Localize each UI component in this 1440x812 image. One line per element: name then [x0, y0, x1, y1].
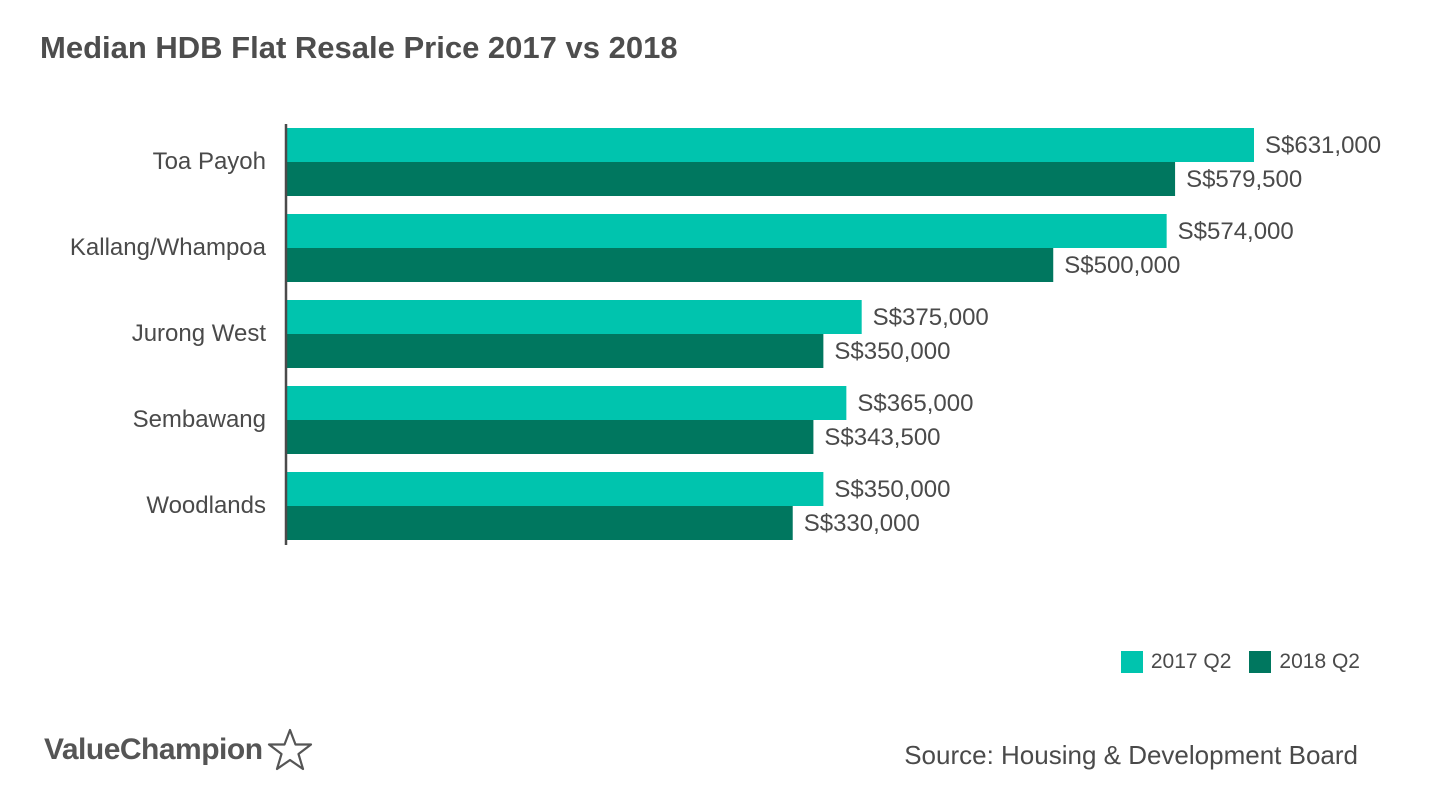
category-label-sembawang: Sembawang	[133, 406, 266, 433]
labels-layer: S$631,000 S$579,500 S$574,000 S$500,000 S$37…	[804, 132, 1381, 537]
category-label-woodlands: Woodlands	[146, 492, 266, 519]
data-label-sembawang-2017-q2: S$365,000	[857, 390, 973, 417]
data-label-kallang-whampoa-2017-q2: S$574,000	[1178, 218, 1294, 245]
data-label-toa-payoh-2018-q2: S$579,500	[1186, 166, 1302, 193]
legend-item-2018: 2018 Q2	[1249, 650, 1360, 674]
category-labels-layer: Toa Payoh Kallang/Whampoa Jurong West Semba…	[70, 148, 267, 519]
data-label-kallang-whampoa-2018-q2: S$500,000	[1064, 252, 1180, 279]
legend-swatch-2018	[1249, 651, 1272, 673]
chart-title: Median HDB Flat Resale Price 2017 vs 201…	[40, 30, 678, 65]
star-outline-icon	[267, 728, 312, 771]
data-label-sembawang-2018-q2: S$343,500	[824, 424, 940, 451]
legend-label-2018: 2018 Q2	[1279, 650, 1360, 673]
bars-layer	[287, 128, 1254, 540]
legend-label-2017: 2017 Q2	[1150, 650, 1232, 673]
bar-woodlands-2017-q2	[287, 472, 824, 506]
bar-kallang-whampoa-2017-q2	[287, 214, 1167, 248]
data-label-toa-payoh-2017-q2: S$631,000	[1265, 132, 1381, 159]
legend-swatch-2017	[1120, 651, 1143, 673]
bar-toa-payoh-2018-q2	[287, 162, 1176, 196]
bar-woodlands-2018-q2	[287, 506, 793, 540]
bar-sembawang-2018-q2	[287, 420, 814, 454]
category-label-jurong-west: Jurong West	[132, 320, 267, 347]
bar-jurong-west-2018-q2	[287, 334, 824, 368]
legend: 2017 Q2 2018 Q2	[1120, 650, 1360, 674]
bar-kallang-whampoa-2018-q2	[287, 248, 1054, 282]
brand-logo: ValueChampion	[44, 728, 313, 772]
legend-item-2017: 2017 Q2	[1120, 650, 1232, 674]
bar-jurong-west-2017-q2	[287, 300, 862, 334]
data-label-jurong-west-2018-q2: S$350,000	[834, 338, 950, 365]
category-label-kallang-whampoa: Kallang/Whampoa	[70, 234, 267, 261]
brand-name: ValueChampion	[44, 733, 263, 766]
data-label-jurong-west-2017-q2: S$375,000	[873, 304, 989, 331]
category-label-toa-payoh: Toa Payoh	[153, 148, 266, 175]
bar-toa-payoh-2017-q2	[287, 128, 1254, 162]
data-label-woodlands-2018-q2: S$330,000	[804, 510, 920, 537]
source-note: Source: Housing & Development Board	[904, 740, 1358, 770]
data-label-woodlands-2017-q2: S$350,000	[834, 476, 950, 503]
bar-sembawang-2017-q2	[287, 386, 847, 420]
